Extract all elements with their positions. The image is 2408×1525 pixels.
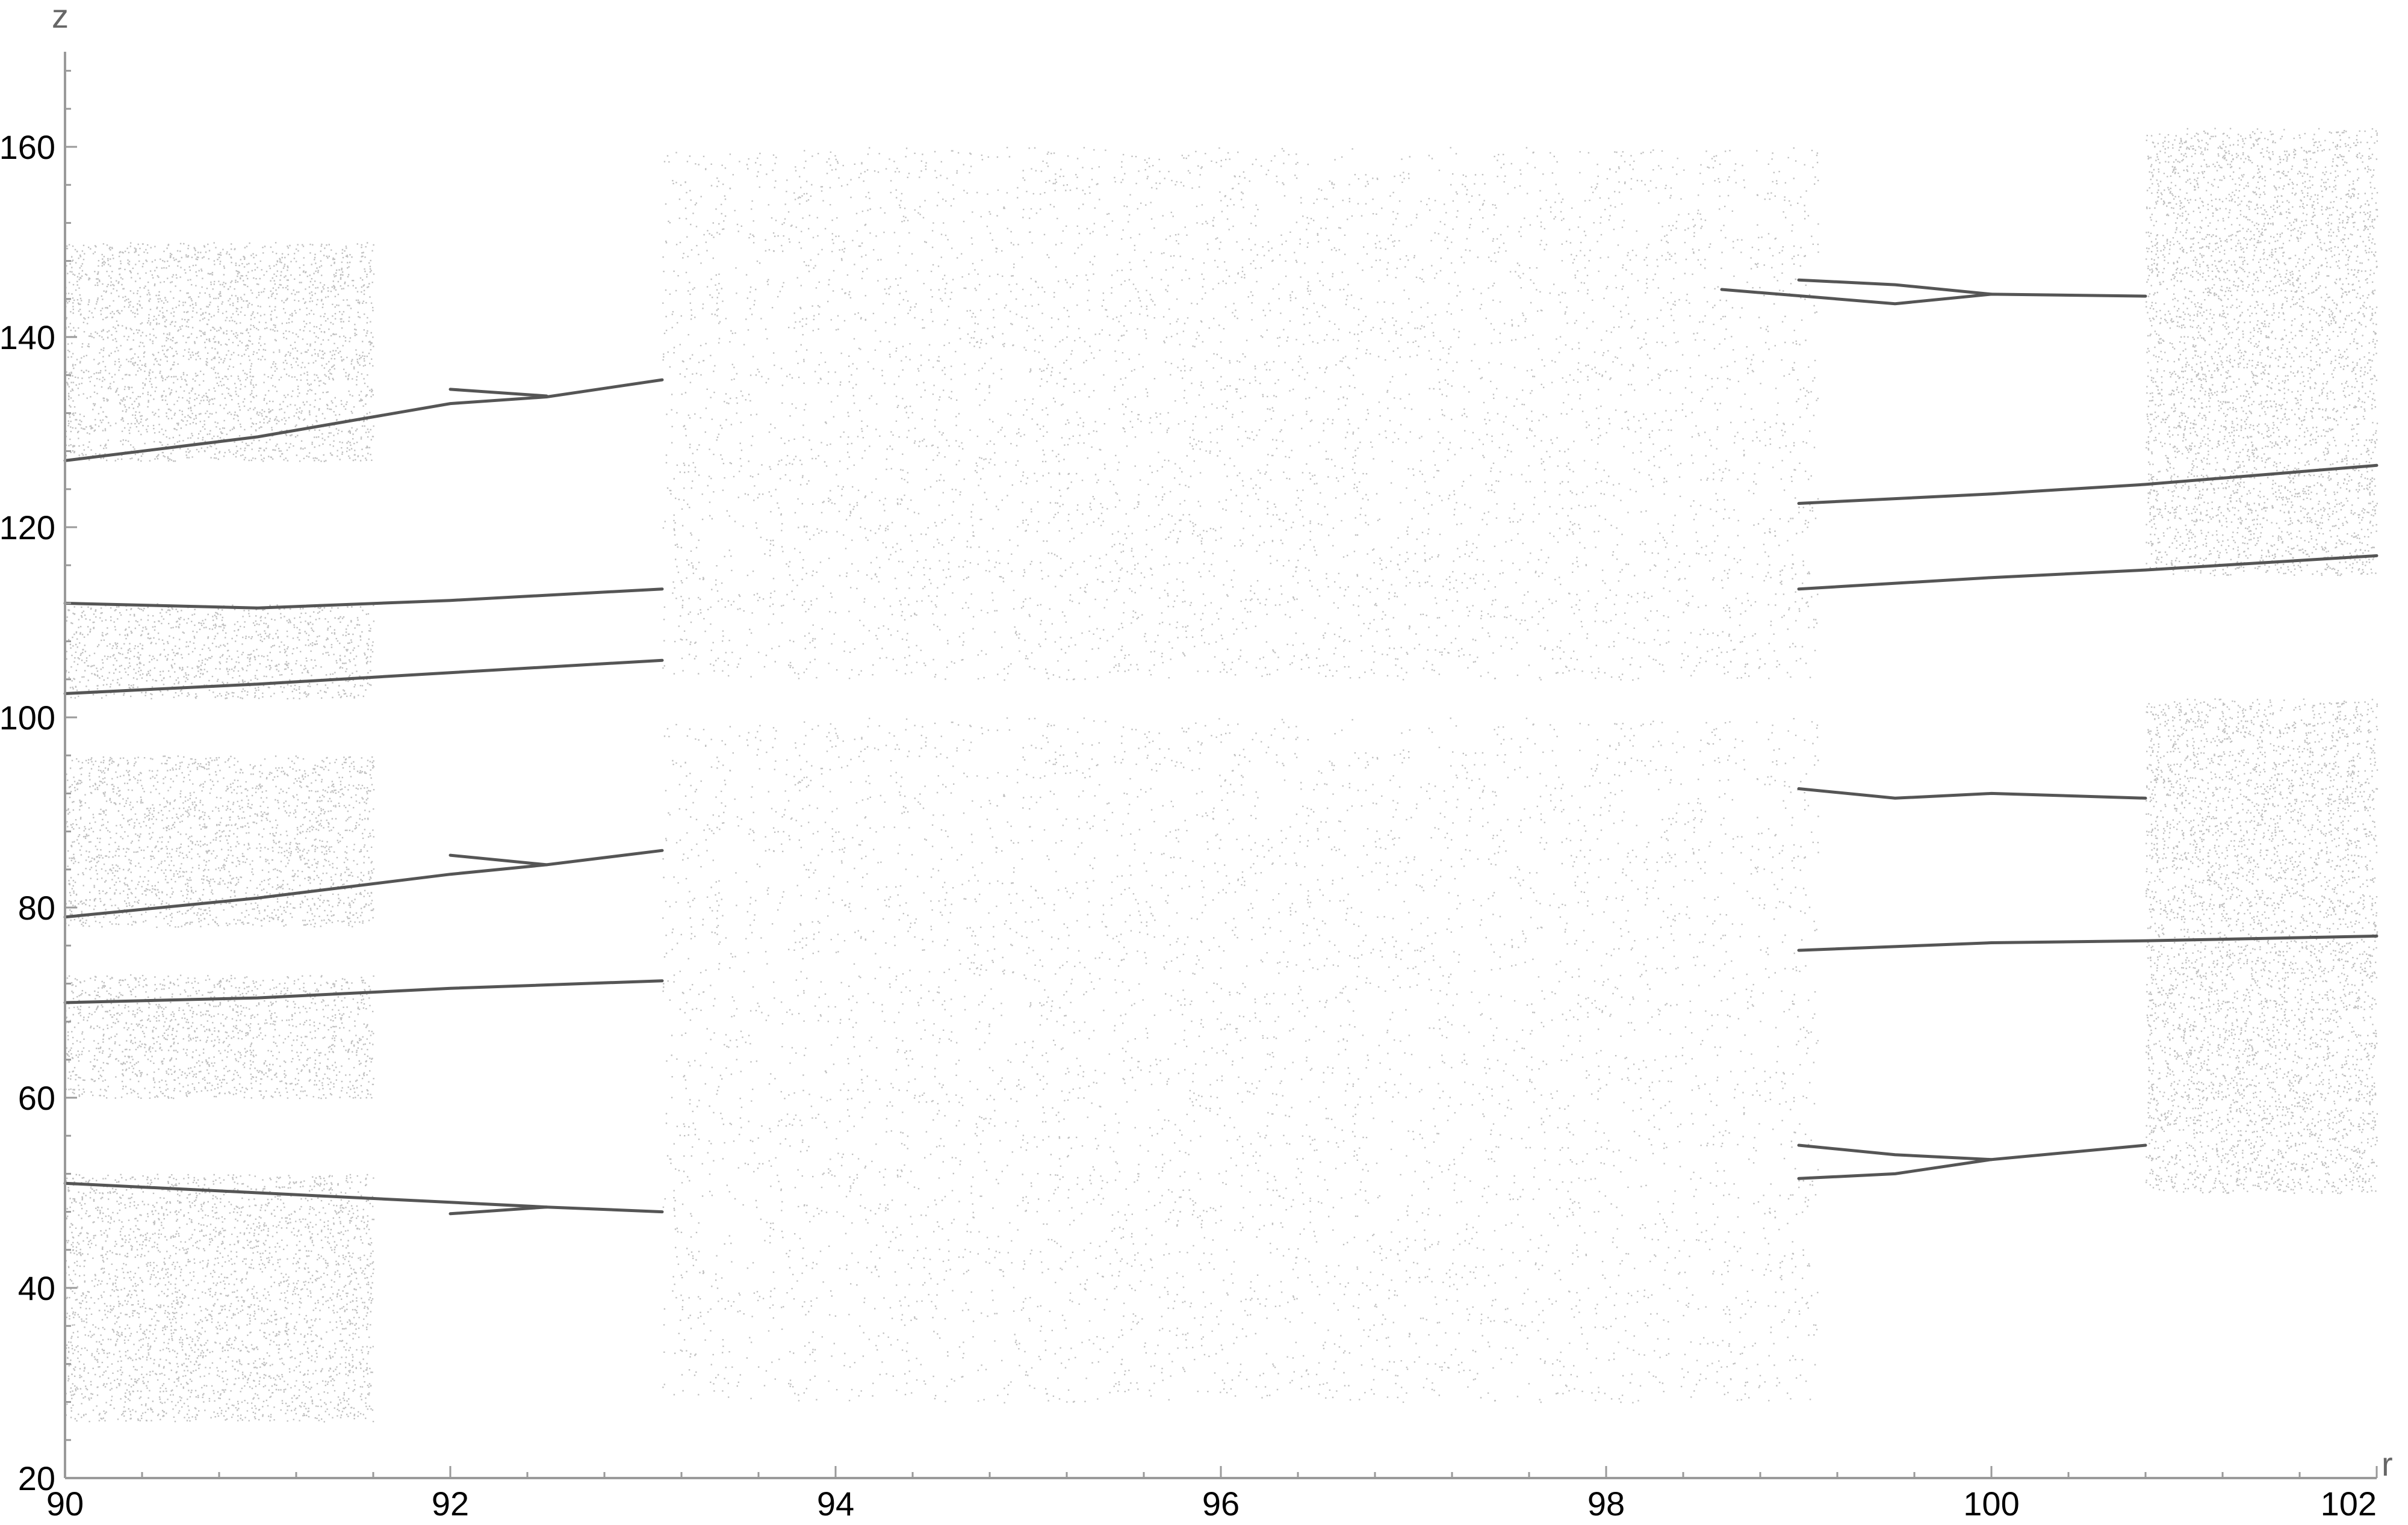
periodic-branch [1797,787,2147,800]
periodic-branch [1797,1143,2147,1180]
periodic-branch [1720,288,2147,306]
axis-ticks-layer: 90 92 94 96 98 100 102 20 40 60 80 100 120 140 160 [0,70,2378,1523]
periodic-branch [448,1205,548,1216]
x-tick-label: 92 [432,1485,469,1523]
x-tick-label: 98 [1587,1485,1625,1523]
periodic-branch [448,853,548,867]
x-tick-label: 90 [46,1485,84,1523]
chaotic-point-cloud [65,128,2379,1423]
periodic-branch [63,658,664,695]
periodic-branch [1797,554,2379,591]
x-tick-label: 102 [2321,1485,2377,1523]
y-tick-label: 40 [18,1269,55,1307]
periodic-branch [1797,1143,1993,1162]
y-tick-label: 80 [18,889,55,927]
x-tick-label: 96 [1202,1485,1240,1523]
periodic-branch [63,979,664,1004]
periodic-branch [448,388,548,398]
periodic-branch [63,1181,664,1214]
x-tick-label: 100 [1963,1485,2019,1523]
scatter-points-layer [65,128,2379,1423]
periodic-branch [63,587,664,610]
x-axis-label: r [2382,1445,2393,1483]
periodic-branch [1797,463,2379,505]
periodic-branch [1797,278,1993,296]
y-tick-label: 120 [0,509,55,546]
y-tick-label: 20 [18,1459,55,1497]
x-tick-label: 94 [817,1485,854,1523]
y-tick-label: 160 [0,128,55,166]
y-tick-label: 140 [0,318,55,356]
periodic-branches-layer [63,278,2379,1216]
y-tick-label: 60 [18,1079,55,1117]
periodic-branch [63,849,664,919]
periodic-branch [63,378,664,462]
y-axis-label: z [52,0,69,35]
y-tick-label: 100 [0,699,55,737]
periodic-branch [1797,934,2379,952]
